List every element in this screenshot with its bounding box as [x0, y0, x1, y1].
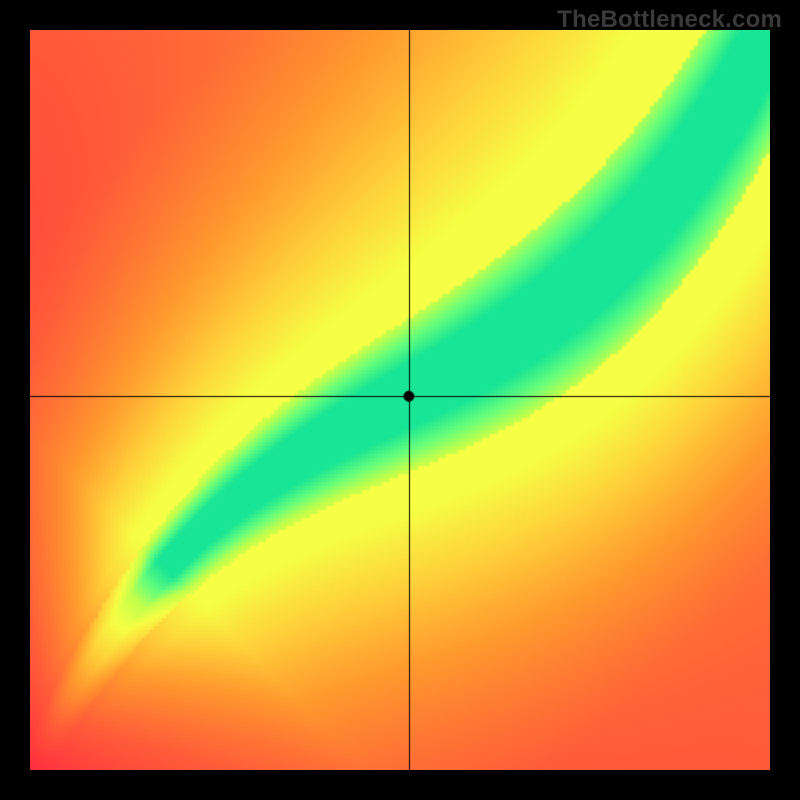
- stage: TheBottleneck.com: [0, 0, 800, 800]
- heatmap-canvas: [30, 30, 770, 770]
- watermark-text: TheBottleneck.com: [557, 6, 782, 34]
- heatmap-plot: [30, 30, 770, 770]
